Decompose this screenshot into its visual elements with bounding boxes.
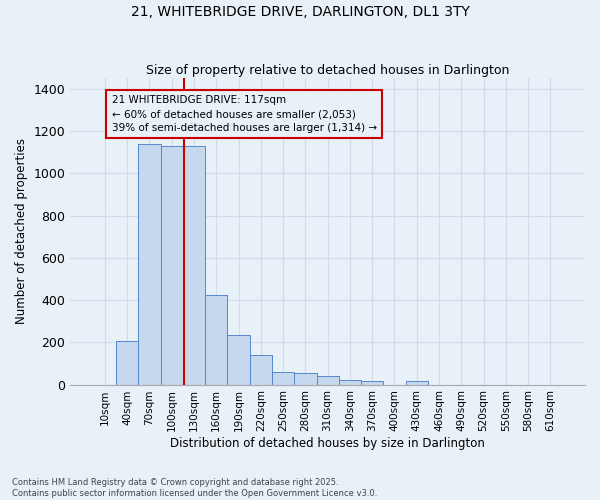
Bar (339, 380, 361, 384)
Bar (138, 144, 161, 384)
Bar (227, 335, 250, 384)
Text: 21, WHITEBRIDGE DRIVE, DARLINGTON, DL1 3TY: 21, WHITEBRIDGE DRIVE, DARLINGTON, DL1 3… (131, 5, 469, 19)
X-axis label: Distribution of detached houses by size in Darlington: Distribution of detached houses by size … (170, 437, 485, 450)
Bar (317, 376, 339, 384)
Text: Contains HM Land Registry data © Crown copyright and database right 2025.
Contai: Contains HM Land Registry data © Crown c… (12, 478, 377, 498)
Bar (294, 373, 317, 384)
Bar (250, 355, 272, 384)
Bar (116, 342, 138, 384)
Text: 21 WHITEBRIDGE DRIVE: 117sqm
← 60% of detached houses are smaller (2,053)
39% of: 21 WHITEBRIDGE DRIVE: 117sqm ← 60% of de… (112, 95, 377, 133)
Bar (361, 381, 383, 384)
Y-axis label: Number of detached properties: Number of detached properties (15, 138, 28, 324)
Bar (272, 372, 294, 384)
Title: Size of property relative to detached houses in Darlington: Size of property relative to detached ho… (146, 64, 509, 77)
Bar (161, 146, 183, 384)
Bar (183, 146, 205, 384)
Bar (205, 295, 227, 384)
Bar (406, 382, 428, 384)
